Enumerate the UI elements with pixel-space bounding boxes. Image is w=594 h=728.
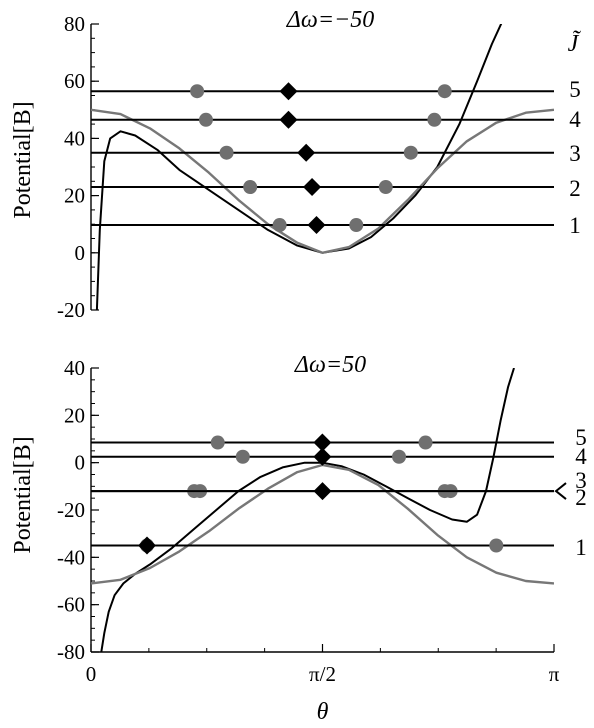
y-tick-label: -20 <box>57 498 85 522</box>
gray-dot-marker <box>190 84 205 99</box>
level-label: 1 <box>575 535 587 560</box>
legend-symbol: J̃ <box>568 30 582 57</box>
potential-curve-black <box>95 24 503 310</box>
gray-dot-marker <box>243 180 258 195</box>
y-tick-label: 40 <box>64 356 85 380</box>
x-tick-label: π/2 <box>309 662 336 686</box>
level-label: 4 <box>575 444 587 469</box>
y-tick-label: 60 <box>64 69 85 93</box>
x-axis-label: θ <box>317 699 329 725</box>
diamond-marker <box>313 433 332 452</box>
x-tick-label: 0 <box>86 662 97 686</box>
diamond-marker <box>307 216 326 235</box>
diamond-marker <box>279 110 298 129</box>
gray-dot-marker <box>403 145 418 160</box>
level-label: 2 <box>575 485 587 510</box>
gray-dot-marker <box>437 84 452 99</box>
gray-dot-marker <box>210 435 225 450</box>
level-label: 3 <box>569 141 581 166</box>
y-tick-label: -40 <box>57 545 85 569</box>
bracket-mark <box>554 482 567 500</box>
diamond-marker <box>297 143 316 162</box>
potential-curve-black <box>100 368 515 652</box>
y-tick-label: 40 <box>64 126 85 150</box>
y-tick-label: 80 <box>64 12 85 36</box>
bottom-panel: -80 -60 -40 -20 0 20 40 0 π/2 π θ Potential[B] Δω=50… <box>10 352 587 725</box>
y-tick-label: 20 <box>64 403 85 427</box>
gray-dot-marker <box>418 435 433 450</box>
y-tick-label: -80 <box>57 640 85 664</box>
panel-title: Δω=50 <box>294 352 366 378</box>
diamond-marker <box>138 536 157 555</box>
diamond-marker <box>303 178 322 197</box>
diamond-marker <box>313 447 332 466</box>
gray-dot-marker <box>349 218 364 233</box>
level-label: 2 <box>569 176 581 201</box>
level-label: 3 <box>575 468 587 493</box>
gray-dot-marker <box>219 145 234 160</box>
level-label: 5 <box>575 425 587 450</box>
y-tick-label: 0 <box>75 451 86 475</box>
y-tick-label: -60 <box>57 593 85 617</box>
y-axis-label: Potential[B] <box>10 101 36 218</box>
x-tick-label: π <box>549 662 560 686</box>
potential-curve-gray <box>91 108 554 254</box>
y-tick-label: -20 <box>57 298 85 322</box>
y-axis-label: Potential[B] <box>10 436 36 553</box>
gray-dot-marker <box>272 218 287 233</box>
gray-dot-marker <box>378 180 393 195</box>
level-label: 4 <box>569 107 581 132</box>
gray-dot-marker <box>489 538 504 553</box>
gray-dot-marker <box>235 449 250 464</box>
gray-dot-marker <box>427 112 442 127</box>
gray-dot-marker <box>392 449 407 464</box>
top-panel: -20 0 20 40 60 80 Potential[B] Δω=−50 J̃ 1 2 3 4 5 <box>10 7 582 322</box>
y-tick-label: 0 <box>75 241 86 265</box>
panel-title: Δω=−50 <box>286 7 374 33</box>
gray-dot-marker <box>198 112 213 127</box>
level-label: 1 <box>569 213 581 238</box>
y-tick-label: 20 <box>64 184 85 208</box>
diamond-marker <box>279 82 298 101</box>
level-label: 5 <box>569 77 581 102</box>
